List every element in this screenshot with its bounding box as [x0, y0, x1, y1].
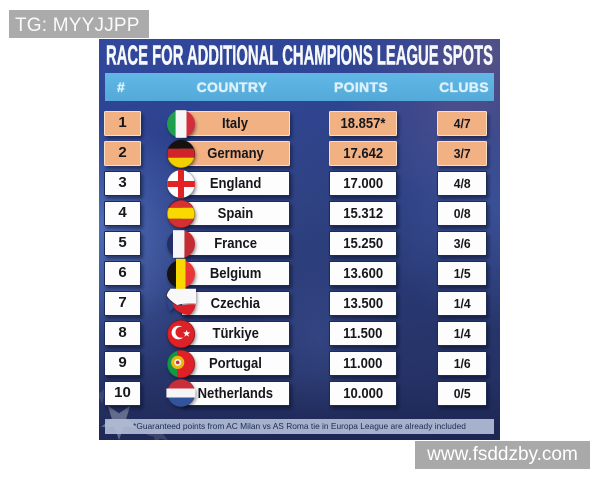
svg-text:RACE FOR ADDITIONAL CHAMPIONS: RACE FOR ADDITIONAL CHAMPIONS LEAGUE SPO…: [106, 39, 493, 70]
